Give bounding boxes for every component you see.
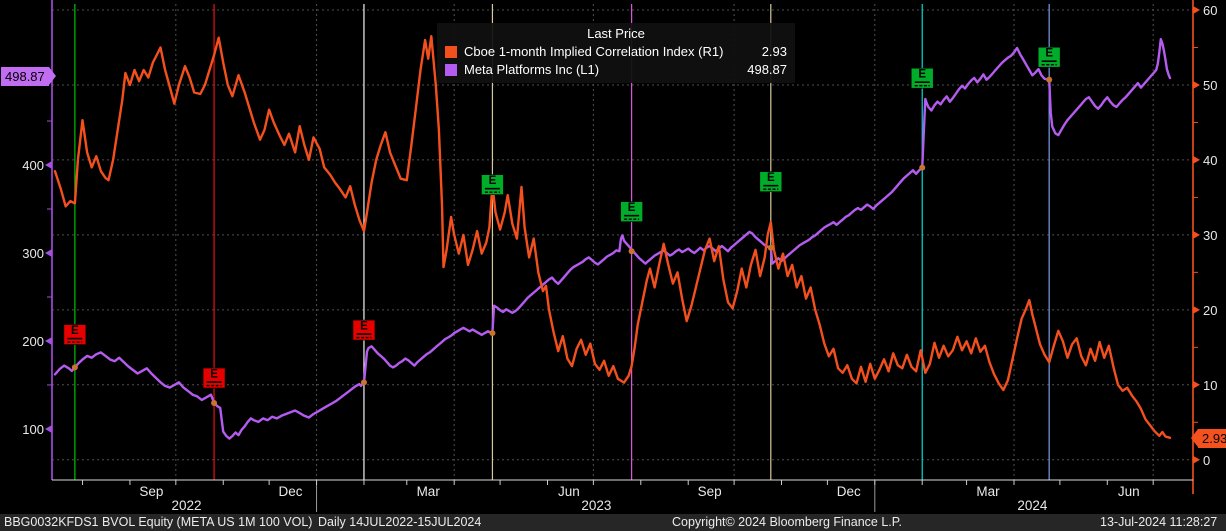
legend-title: Last Price: [587, 26, 645, 41]
svg-text:E: E: [1045, 48, 1053, 60]
svg-text:10: 10: [1203, 378, 1217, 393]
last-price-value-right: 2.93: [1202, 431, 1226, 446]
svg-text:Dec: Dec: [279, 484, 303, 499]
legend: Last Price Cboe 1-month Implied Correlat…: [437, 23, 795, 83]
status-bar: BBG0032KFDS1 BVOL Equity (META US 1M 100…: [0, 514, 1226, 531]
copyright-label: Copyright© 2024 Bloomberg Finance L.P.: [672, 515, 902, 529]
svg-text:Sep: Sep: [139, 484, 163, 499]
date-range-label: Daily 14JUL2022-15JUL2024: [318, 515, 482, 529]
svg-text:Jun: Jun: [558, 484, 580, 499]
last-price-tag-right-axis: 2.93: [1190, 429, 1226, 448]
svg-text:200: 200: [22, 334, 44, 349]
svg-text:300: 300: [22, 246, 44, 261]
svg-text:20: 20: [1203, 303, 1217, 318]
svg-text:0: 0: [1203, 453, 1210, 468]
svg-text:Sep: Sep: [698, 484, 722, 499]
last-price-value-left: 498.87: [5, 69, 45, 84]
svg-text:Dec: Dec: [837, 484, 861, 499]
svg-text:E: E: [489, 175, 497, 187]
svg-text:2024: 2024: [1017, 498, 1048, 513]
legend-series-label: Meta Platforms Inc (L1): [464, 62, 600, 77]
svg-text:400: 400: [22, 158, 44, 173]
series-swatch-icon: [445, 46, 457, 58]
legend-series-value: 2.93: [761, 44, 787, 59]
svg-text:50: 50: [1203, 78, 1217, 93]
svg-text:2023: 2023: [581, 498, 611, 513]
last-price-tag-left-axis: 498.87: [1, 67, 56, 86]
timestamp-label: 13-Jul-2024 11:28:27: [1100, 515, 1218, 529]
svg-text:E: E: [71, 325, 79, 337]
legend-row-correlation-index[interactable]: Cboe 1-month Implied Correlation Index (…: [445, 44, 787, 60]
svg-text:E: E: [360, 321, 368, 333]
security-description: BBG0032KFDS1 BVOL Equity (META US 1M 100…: [4, 515, 313, 529]
svg-text:E: E: [210, 369, 218, 381]
svg-text:40: 40: [1203, 153, 1217, 168]
svg-text:Mar: Mar: [976, 484, 1000, 499]
svg-text:Jun: Jun: [1118, 484, 1140, 499]
svg-text:E: E: [918, 69, 926, 81]
svg-text:60: 60: [1203, 3, 1217, 18]
svg-text:E: E: [767, 172, 775, 184]
svg-text:E: E: [628, 202, 636, 214]
svg-text:2022: 2022: [172, 498, 202, 513]
series-swatch-icon: [445, 64, 457, 76]
svg-text:100: 100: [22, 422, 44, 437]
legend-series-value: 498.87: [747, 62, 787, 77]
legend-row-meta-platforms[interactable]: Meta Platforms Inc (L1) 498.87: [445, 62, 787, 78]
svg-text:30: 30: [1203, 228, 1217, 243]
svg-text:Mar: Mar: [417, 484, 441, 499]
legend-series-label: Cboe 1-month Implied Correlation Index (…: [464, 44, 724, 59]
